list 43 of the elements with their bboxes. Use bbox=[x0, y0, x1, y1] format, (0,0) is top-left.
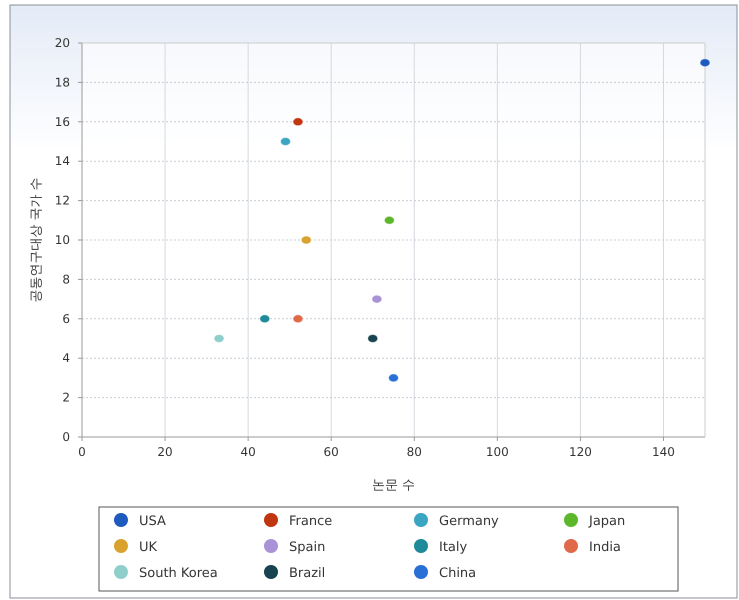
point bbox=[367, 334, 378, 343]
y-tick-label: 18 bbox=[54, 75, 70, 90]
legend-label: India bbox=[589, 540, 621, 555]
point bbox=[280, 137, 292, 146]
y-tick-label: 6 bbox=[62, 312, 70, 326]
point bbox=[292, 314, 304, 324]
legend-label: Brazil bbox=[289, 566, 326, 581]
legend-label: Germany bbox=[439, 514, 500, 529]
x-tick-label: 80 bbox=[406, 445, 422, 459]
y-tick-label: 20 bbox=[54, 36, 70, 50]
point bbox=[300, 236, 312, 244]
legend-label: France bbox=[289, 514, 332, 529]
legend-label: Italy bbox=[439, 540, 468, 555]
point bbox=[371, 294, 382, 304]
x-tick-label: 140 bbox=[652, 445, 675, 459]
y-tick-label: 0 bbox=[62, 430, 70, 444]
x-axis-title: 논문 수 bbox=[372, 478, 416, 493]
y-tick-label: 10 bbox=[54, 233, 70, 247]
x-tick-label: 20 bbox=[157, 445, 173, 459]
legend-label: China bbox=[439, 566, 476, 581]
y-tick-label: 8 bbox=[62, 272, 70, 286]
legend-label: UK bbox=[139, 540, 158, 555]
x-tick-label: 40 bbox=[240, 445, 256, 459]
y-axis-title: 공동연구대상 국가 수 bbox=[29, 177, 44, 303]
legend-label: South Korea bbox=[139, 566, 218, 581]
point bbox=[259, 314, 270, 324]
y-tick-label: 14 bbox=[54, 154, 70, 168]
legend-label: USA bbox=[139, 514, 166, 529]
legend-label: Japan bbox=[588, 514, 626, 529]
point bbox=[292, 117, 304, 126]
y-tick-label: 12 bbox=[54, 194, 70, 208]
y-tick-label: 2 bbox=[62, 390, 70, 405]
y-tick-label: 16 bbox=[54, 114, 70, 129]
x-tick-label: 60 bbox=[324, 445, 339, 459]
y-tick-label: 4 bbox=[62, 351, 70, 366]
x-tick-label: 100 bbox=[486, 445, 509, 459]
point bbox=[700, 58, 710, 68]
x-tick-label: 0 bbox=[78, 445, 86, 459]
point bbox=[384, 216, 395, 225]
x-tick-label: 120 bbox=[568, 445, 592, 459]
point bbox=[214, 334, 225, 343]
point bbox=[388, 373, 399, 382]
legend-label: Spain bbox=[289, 540, 326, 555]
